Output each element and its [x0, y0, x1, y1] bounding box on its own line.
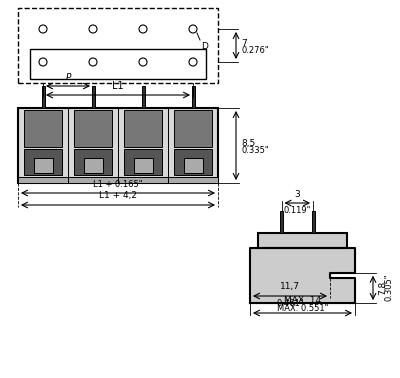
Circle shape	[139, 25, 147, 33]
Circle shape	[89, 25, 97, 33]
Text: 0.276": 0.276"	[241, 46, 269, 55]
Polygon shape	[250, 248, 355, 303]
Bar	[34, 158, 52, 173]
Text: P: P	[65, 73, 71, 82]
Circle shape	[39, 58, 47, 66]
Text: L1 + 4,2: L1 + 4,2	[99, 191, 137, 200]
Text: 0.119": 0.119"	[284, 206, 311, 215]
Text: 3: 3	[294, 190, 300, 199]
Circle shape	[189, 25, 197, 33]
Bar	[42, 86, 44, 108]
Bar	[142, 86, 144, 108]
Bar	[30, 49, 206, 79]
Text: 0.335": 0.335"	[241, 146, 269, 155]
Text: 7,8: 7,8	[378, 280, 387, 295]
Text: 8,5: 8,5	[241, 139, 255, 148]
Bar	[18, 8, 218, 83]
Bar	[174, 149, 212, 175]
Bar	[312, 211, 314, 233]
Text: 7: 7	[241, 39, 247, 48]
Text: 11,7: 11,7	[280, 282, 300, 291]
Bar	[92, 86, 94, 108]
Circle shape	[89, 58, 97, 66]
Bar	[18, 177, 218, 183]
Bar	[24, 110, 62, 147]
Bar	[124, 149, 162, 175]
Bar	[280, 211, 283, 233]
Bar	[192, 86, 194, 108]
Text: 0.305": 0.305"	[385, 274, 394, 301]
Bar	[74, 110, 112, 147]
Text: L1 + 0.165": L1 + 0.165"	[93, 180, 143, 189]
Bar	[24, 149, 62, 175]
Bar	[84, 158, 102, 173]
Text: MAX. 14: MAX. 14	[284, 296, 321, 305]
Bar	[18, 108, 218, 183]
Text: L1: L1	[112, 81, 124, 91]
Text: 0.461": 0.461"	[276, 299, 304, 308]
Bar	[184, 158, 202, 173]
Circle shape	[139, 58, 147, 66]
Text: MAX. 0.551": MAX. 0.551"	[277, 304, 328, 313]
Bar	[174, 110, 212, 147]
Bar	[134, 158, 152, 173]
Circle shape	[189, 58, 197, 66]
Bar	[74, 149, 112, 175]
Circle shape	[39, 25, 47, 33]
Text: D: D	[201, 42, 208, 51]
Bar	[258, 233, 347, 248]
Bar	[124, 110, 162, 147]
